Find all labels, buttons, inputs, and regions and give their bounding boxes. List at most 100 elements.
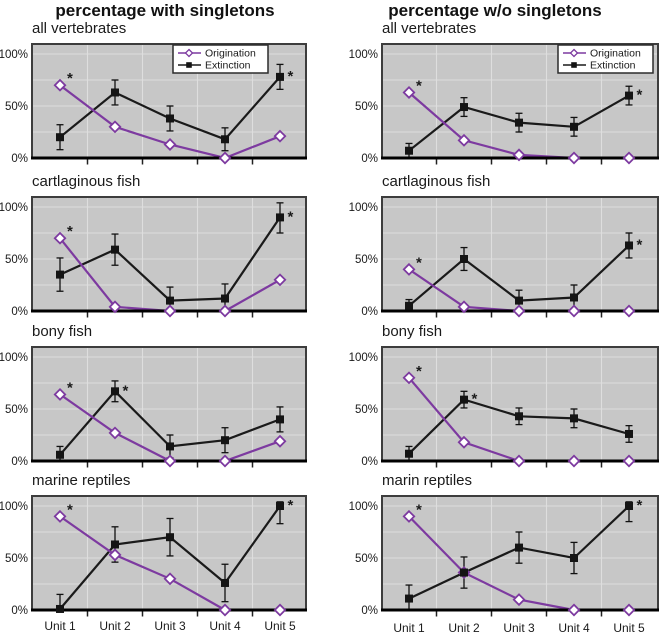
y-axis-labels: 100% 50% 0% [0, 202, 28, 318]
plot-area [382, 347, 658, 461]
significance-stars: ** [67, 497, 294, 518]
legend-origination-label: Origination [590, 48, 641, 60]
chart-title: bony fish [32, 323, 93, 340]
svg-text:Unit 1: Unit 1 [44, 619, 76, 633]
svg-text:*: * [67, 70, 73, 87]
significance-stars: ** [416, 236, 643, 271]
svg-text:*: * [416, 363, 422, 380]
chart-marin-reptiles-wo-singletons: 100%50%0%* *Unit 1 Unit 2 Unit 3 Unit 4 Unit … [349, 495, 659, 634]
x-tick-marks [435, 611, 603, 617]
significance-stars: ** [416, 77, 643, 103]
origination-markers [402, 509, 636, 617]
svg-text:0%: 0% [361, 605, 378, 617]
gridlines [32, 347, 306, 461]
svg-text:50%: 50% [5, 553, 28, 565]
significance-stars: ** [416, 363, 478, 408]
chart-title: all vertebrates [32, 20, 127, 37]
svg-text:50%: 50% [355, 101, 378, 113]
chart-cell: marin reptiles 100% 50% 0% * * Unit 1 Unit 2 Un… [330, 472, 660, 634]
svg-text:100%: 100% [0, 202, 28, 214]
chart-title: marine reptiles [32, 472, 131, 489]
x-tick-marks [86, 462, 254, 468]
svg-text:*: * [67, 223, 73, 240]
origination-markers [402, 371, 636, 468]
svg-text:Unit 5: Unit 5 [264, 619, 296, 633]
plot-area [32, 496, 306, 610]
svg-text:Unit 2: Unit 2 [448, 621, 480, 634]
svg-text:50%: 50% [5, 254, 28, 266]
chart-title: all vertebrates [382, 20, 477, 37]
x-tick-marks [435, 159, 603, 165]
svg-text:100%: 100% [0, 352, 28, 364]
legend-origination-marker-icon [184, 48, 194, 58]
plot-area [32, 347, 306, 461]
svg-text:*: * [416, 77, 422, 94]
origination-markers [402, 86, 636, 165]
legend-extinction-marker-icon [186, 62, 192, 68]
svg-text:0%: 0% [11, 153, 28, 165]
x-axis-labels: Unit 1 Unit 2 Unit 3 Unit 4 Unit 5 [393, 621, 645, 634]
svg-text:*: * [416, 501, 422, 518]
gridlines [32, 197, 306, 311]
y-axis-labels: 100% 50% 0% [0, 501, 28, 617]
legend-extinction-label: Extinction [590, 60, 636, 72]
significance-stars: ** [416, 497, 643, 518]
svg-text:*: * [288, 497, 294, 514]
svg-text:100%: 100% [349, 501, 378, 513]
x-tick-marks [435, 312, 603, 318]
legend-extinction-label: Extinction [205, 60, 251, 72]
x-tick-marks [435, 462, 603, 468]
svg-text:*: * [472, 391, 478, 408]
svg-text:0%: 0% [11, 605, 28, 617]
svg-text:*: * [67, 379, 73, 396]
origination-markers [53, 509, 287, 617]
chart-cell: all vertebrates 100% 50% 0% * * Origination Ex… [330, 20, 660, 170]
svg-text:50%: 50% [355, 553, 378, 565]
chart-title: cartlaginous fish [32, 173, 141, 190]
significance-stars: ** [67, 208, 294, 240]
svg-text:100%: 100% [349, 352, 378, 364]
svg-text:*: * [288, 208, 294, 225]
chart-cell: bony fish 100% 50% 0% * * [0, 323, 330, 473]
svg-text:100%: 100% [349, 49, 378, 61]
legend-origination-marker-icon [569, 48, 579, 58]
chart-bony-fish-wo-singletons: 100%50%0%** [349, 346, 659, 468]
x-tick-marks [86, 159, 254, 165]
chart-cell: bony fish 100% 50% 0% * * [330, 323, 660, 473]
svg-text:Unit 2: Unit 2 [99, 619, 131, 633]
svg-text:*: * [123, 382, 129, 399]
chart-marine-reptiles-with-singletons: 100%50%0%* *Unit 1 Unit 2 Unit 3 Unit 4 Unit … [0, 495, 307, 633]
chart-cartlaginous-fish-wo-singletons: 100%50%0%** [349, 196, 659, 318]
chart-title: bony fish [382, 323, 443, 340]
y-axis-labels: 100% 50% 0% [0, 352, 28, 468]
origination-markers [53, 231, 287, 318]
extinction-markers [56, 213, 284, 305]
svg-text:0%: 0% [361, 306, 378, 318]
x-axis-labels: Unit 1 Unit 2 Unit 3 Unit 4 Unit 5 [44, 619, 296, 633]
svg-text:100%: 100% [0, 501, 28, 513]
extinction-markers [56, 72, 284, 144]
x-tick-marks [86, 312, 254, 318]
y-axis-labels: 100% 50% 0% [349, 49, 378, 165]
y-axis-labels: 100% 50% 0% [0, 49, 28, 165]
chart-cell: cartlaginous fish 100% 50% 0% * * [330, 173, 660, 323]
svg-text:*: * [637, 236, 643, 253]
legend-extinction-marker-icon [571, 62, 577, 68]
svg-text:Unit 5: Unit 5 [613, 621, 645, 634]
plot-area [382, 197, 658, 311]
plot-area [382, 496, 658, 610]
svg-text:Unit 4: Unit 4 [558, 621, 590, 634]
chart-title: marin reptiles [382, 472, 473, 489]
right-column-title: percentage w/o singletons [388, 1, 602, 20]
extinction-markers [56, 502, 284, 613]
svg-text:0%: 0% [361, 456, 378, 468]
y-axis-labels: 100% 50% 0% [349, 501, 378, 617]
svg-text:0%: 0% [361, 153, 378, 165]
svg-text:*: * [637, 497, 643, 514]
y-axis-labels: 100% 50% 0% [349, 352, 378, 468]
